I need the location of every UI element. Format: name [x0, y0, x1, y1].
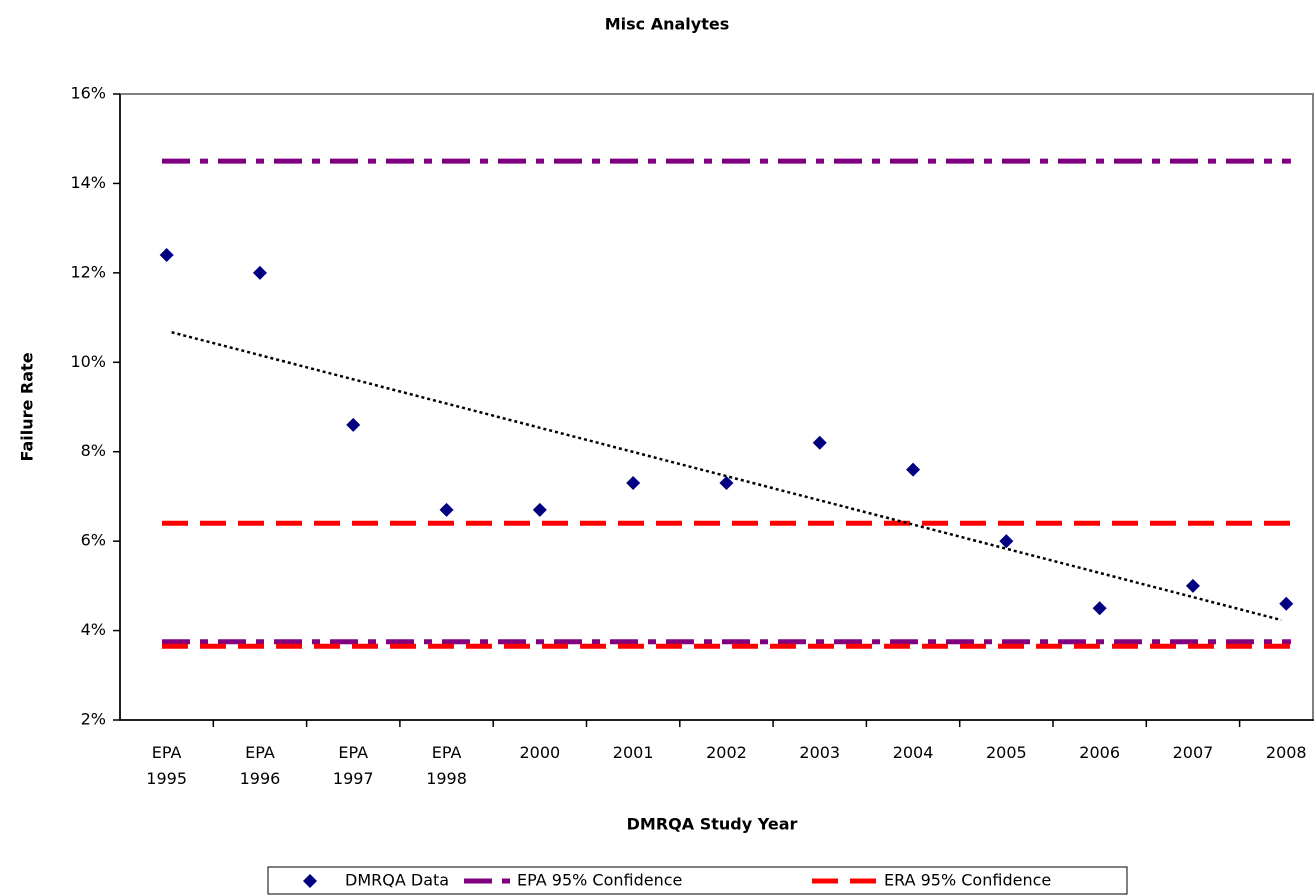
x-tick-label: EPA 1996	[240, 743, 281, 788]
legend-marker	[303, 874, 317, 888]
y-tick-label: 6%	[81, 531, 106, 550]
data-point	[252, 265, 267, 280]
y-tick-label: 12%	[70, 262, 106, 281]
legend-box	[267, 866, 1128, 895]
x-tick-label: EPA 1995	[146, 743, 187, 788]
y-axis-label: Failure Rate	[18, 352, 37, 461]
x-tick-label: 2000	[519, 743, 560, 762]
y-tick-label: 10%	[70, 352, 106, 371]
data-point	[159, 247, 174, 262]
x-tick-label: 2006	[1079, 743, 1120, 762]
x-tick-label: EPA 1998	[426, 743, 467, 788]
x-tick-label: 2008	[1266, 743, 1307, 762]
data-point	[999, 534, 1014, 549]
legend-label: DMRQA Data	[345, 871, 449, 890]
y-tick-label: 16%	[70, 84, 106, 103]
data-point	[719, 476, 734, 491]
data-point	[1279, 596, 1294, 611]
x-tick-label: 2003	[799, 743, 840, 762]
x-axis-label: DMRQA Study Year	[627, 815, 798, 834]
x-tick-label: 2007	[1173, 743, 1214, 762]
x-tick-label: 2005	[986, 743, 1027, 762]
data-point	[346, 417, 361, 432]
chart-title: Misc Analytes	[605, 15, 730, 34]
data-point	[812, 435, 827, 450]
y-tick-label: 4%	[81, 620, 106, 639]
trendline	[171, 331, 1282, 622]
x-tick-label: 2004	[893, 743, 934, 762]
legend-label: EPA 95% Confidence	[517, 871, 682, 890]
data-point	[1185, 578, 1200, 593]
data-point	[906, 462, 921, 477]
data-point	[626, 476, 641, 491]
y-tick-label: 8%	[81, 441, 106, 460]
data-point	[1092, 601, 1107, 616]
y-tick-label: 14%	[70, 173, 106, 192]
plot-border	[119, 93, 1314, 721]
x-tick-label: EPA 1997	[333, 743, 374, 788]
data-point	[532, 502, 547, 517]
x-tick-label: 2002	[706, 743, 747, 762]
data-point	[439, 502, 454, 517]
y-tick-label: 2%	[81, 710, 106, 729]
x-tick-label: 2001	[613, 743, 654, 762]
legend-label: ERA 95% Confidence	[884, 871, 1051, 890]
